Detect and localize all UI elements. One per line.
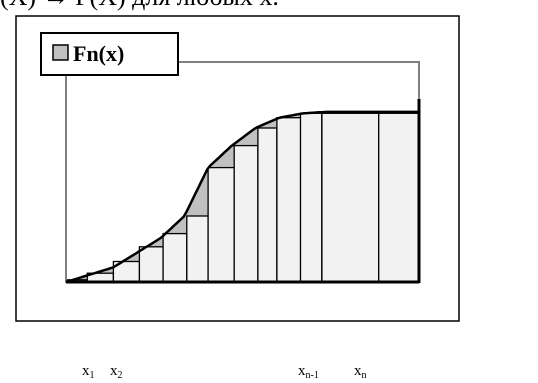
- legend-label: Fn(x): [73, 41, 124, 66]
- step-bar: [138, 246, 164, 283]
- x-label-1: x1: [82, 363, 95, 378]
- step-bars: [65, 112, 420, 283]
- step-bar: [162, 232, 188, 283]
- x-label-n: xn: [354, 363, 367, 378]
- x-labels: x1 x2 xn-1 xn: [82, 363, 367, 381]
- step-bar: [321, 112, 380, 283]
- x-label-n-minus-1: xn-1: [298, 363, 319, 378]
- step-bar: [257, 127, 278, 283]
- step-bar: [233, 144, 259, 283]
- step-bar: [207, 166, 235, 283]
- fx-curve: [65, 110, 419, 284]
- x-label-2: x2: [110, 363, 123, 378]
- step-bar: [276, 117, 302, 283]
- step-bar: [299, 112, 323, 283]
- legend-swatch: [52, 44, 69, 61]
- step-bar: [378, 112, 420, 283]
- step-bar: [186, 215, 209, 283]
- caption-text: (X) → F(X) для любых x.: [0, 0, 279, 10]
- legend: Fn(x): [40, 32, 179, 76]
